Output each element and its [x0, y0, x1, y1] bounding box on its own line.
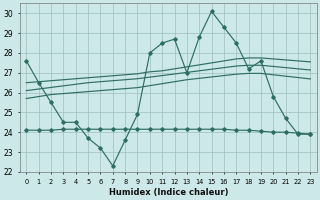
- X-axis label: Humidex (Indice chaleur): Humidex (Indice chaleur): [108, 188, 228, 197]
